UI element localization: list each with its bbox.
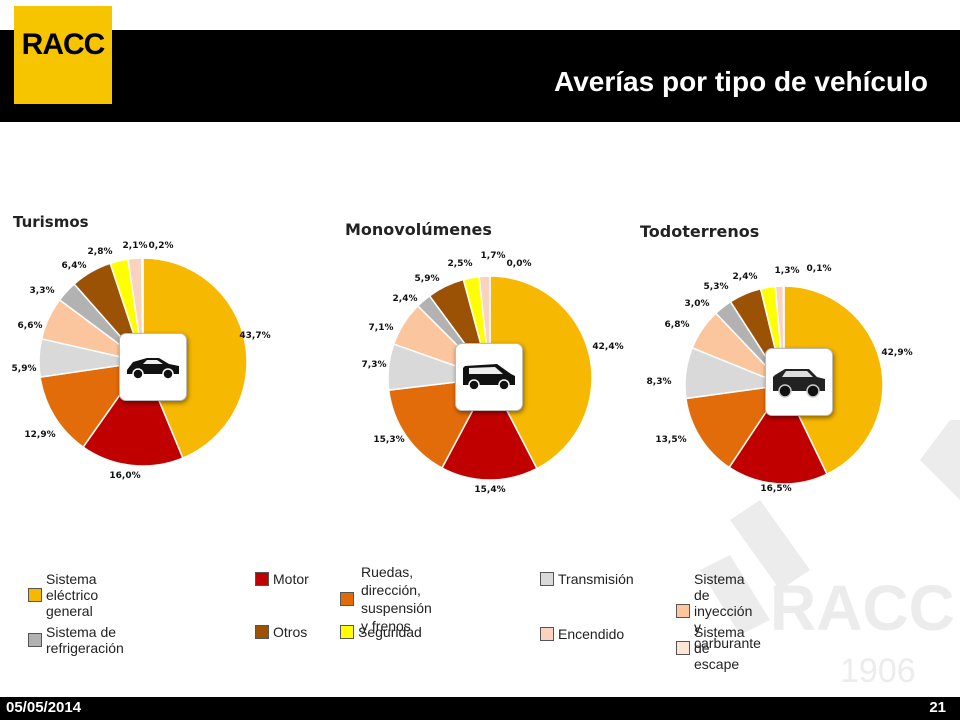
- legend-swatch: [255, 625, 269, 639]
- pie-label-0-encendido: 2,1%: [123, 241, 148, 251]
- pie-label-2-inyeccion: 6,8%: [665, 320, 690, 330]
- pie-label-1-encendido: 1,7%: [481, 251, 506, 261]
- suv-icon: [765, 348, 833, 416]
- legend-label: Otros: [273, 624, 308, 640]
- pie-label-0-inyeccion: 6,6%: [18, 321, 43, 331]
- watermark-arc-2: [730, 500, 810, 590]
- car-icon: [119, 333, 187, 401]
- legend-item-refrigeracion: Sistema de refrigeración: [28, 624, 124, 656]
- pie-label-0-refrigeracion: 3,3%: [30, 286, 55, 296]
- pie-slice-0-ruedas: [39, 361, 145, 449]
- legend-label: Sistema de inyección y carburante: [694, 571, 761, 651]
- pie-label-0-ruedas: 12,9%: [24, 430, 55, 440]
- legend-label-line1: Ruedas, dirección,: [361, 564, 421, 598]
- pie-label-0-motor: 16,0%: [109, 471, 140, 481]
- pie-label-2-escape: 0,1%: [807, 264, 832, 274]
- pie-label-0-otros: 6,4%: [62, 261, 87, 271]
- pie-label-2-sistema-electrico: 42,9%: [881, 348, 912, 358]
- watermark-arc-1: [920, 420, 960, 500]
- watermark-arc-3: [700, 555, 770, 635]
- legend-item-sistema-electrico: Sistema eléctrico general: [28, 571, 98, 619]
- legend-swatch: [676, 604, 690, 618]
- legend-swatch: [676, 641, 690, 655]
- pie-label-1-refrigeracion: 2,4%: [393, 294, 418, 304]
- pie-slice-1-motor: [440, 376, 538, 481]
- legend-label: Transmisión: [558, 571, 634, 587]
- racc-logo: RACC: [14, 6, 112, 104]
- legend-label: Encendido: [558, 626, 625, 642]
- pie-label-1-ruedas: 15,3%: [373, 435, 404, 445]
- legend-swatch: [340, 625, 354, 639]
- watermark-year: 1906: [840, 652, 916, 690]
- racc-watermark: RACC 1906: [700, 420, 960, 690]
- logo-text: RACC: [21, 28, 106, 61]
- pie-label-1-escape: 0,0%: [507, 259, 532, 269]
- pie-slice-2-motor: [728, 383, 828, 485]
- legend-item-otros: Otros: [255, 624, 307, 640]
- pie-slice-0-sistema-electrico: [142, 257, 248, 460]
- pie-slice-1-sistema-electrico: [489, 275, 593, 470]
- header-bar: [0, 30, 960, 122]
- chart-title-todoterrenos: Todoterrenos: [640, 222, 760, 241]
- pie-slice-0-motor: [82, 360, 184, 467]
- van-icon: [455, 343, 523, 411]
- chart-title-monovolumenes: Monovolúmenes: [345, 220, 492, 239]
- page-number: 21: [929, 699, 946, 716]
- pie-label-2-seguridad: 2,4%: [733, 272, 758, 282]
- pie-label-2-motor: 16,5%: [760, 484, 791, 494]
- pie-label-0-escape: 0,2%: [149, 241, 174, 251]
- pie-label-1-transmision: 7,3%: [362, 360, 387, 370]
- pie-label-0-transmision: 5,9%: [12, 364, 37, 374]
- legend-item-ruedas: Ruedas, dirección, suspensión y frenos: [340, 563, 432, 635]
- legend-label: Sistema eléctrico general: [46, 571, 99, 619]
- legend-label: Sistema de escape: [694, 624, 745, 672]
- legend-item-seguridad: Seguridad: [340, 624, 422, 640]
- legend-label: Sistema de refrigeración: [46, 624, 124, 656]
- pie-label-2-ruedas: 13,5%: [655, 435, 686, 445]
- page-title: Averías por tipo de vehículo: [554, 66, 928, 97]
- legend-item-transmision: Transmisión: [540, 571, 634, 587]
- legend-item-encendido: Encendido: [540, 626, 624, 642]
- pie-label-2-otros: 5,3%: [704, 282, 729, 292]
- pie-label-1-otros: 5,9%: [415, 274, 440, 284]
- legend-label: Seguridad: [358, 624, 422, 640]
- legend-item-escape: Sistema de escape: [676, 624, 745, 672]
- pie-label-1-inyeccion: 7,1%: [369, 323, 394, 333]
- legend-item-motor: Motor: [255, 571, 309, 587]
- pie-label-2-encendido: 1,3%: [775, 266, 800, 276]
- legend-label-line2: suspensión y frenos: [361, 600, 432, 634]
- chart-title-turismos: Turismos: [13, 213, 89, 231]
- pie-slice-2-sistema-electrico: [783, 285, 884, 476]
- pie-slice-2-ruedas: [685, 384, 786, 469]
- pie-label-0-seguridad: 2,8%: [88, 247, 113, 257]
- legend-swatch: [340, 592, 354, 606]
- pie-label-2-refrigeracion: 3,0%: [685, 299, 710, 309]
- legend-swatch: [28, 633, 42, 647]
- pie-label-2-transmision: 8,3%: [647, 377, 672, 387]
- legend-item-inyeccion: Sistema de inyección y carburante: [676, 571, 761, 651]
- legend-label: Motor: [273, 571, 309, 587]
- pie-label-1-seguridad: 2,5%: [448, 259, 473, 269]
- footer-date: 05/05/2014: [6, 699, 82, 716]
- legend-swatch: [255, 572, 269, 586]
- legend-swatch: [540, 627, 554, 641]
- watermark-brand: RACC: [770, 572, 955, 644]
- pie-label-0-sistema-electrico: 43,7%: [239, 331, 270, 341]
- legend-swatch: [540, 572, 554, 586]
- pie-label-1-motor: 15,4%: [474, 485, 505, 495]
- pie-label-1-sistema-electrico: 42,4%: [592, 342, 623, 352]
- legend-swatch: [28, 588, 42, 602]
- footer-bar: 05/05/2014 21: [0, 697, 960, 720]
